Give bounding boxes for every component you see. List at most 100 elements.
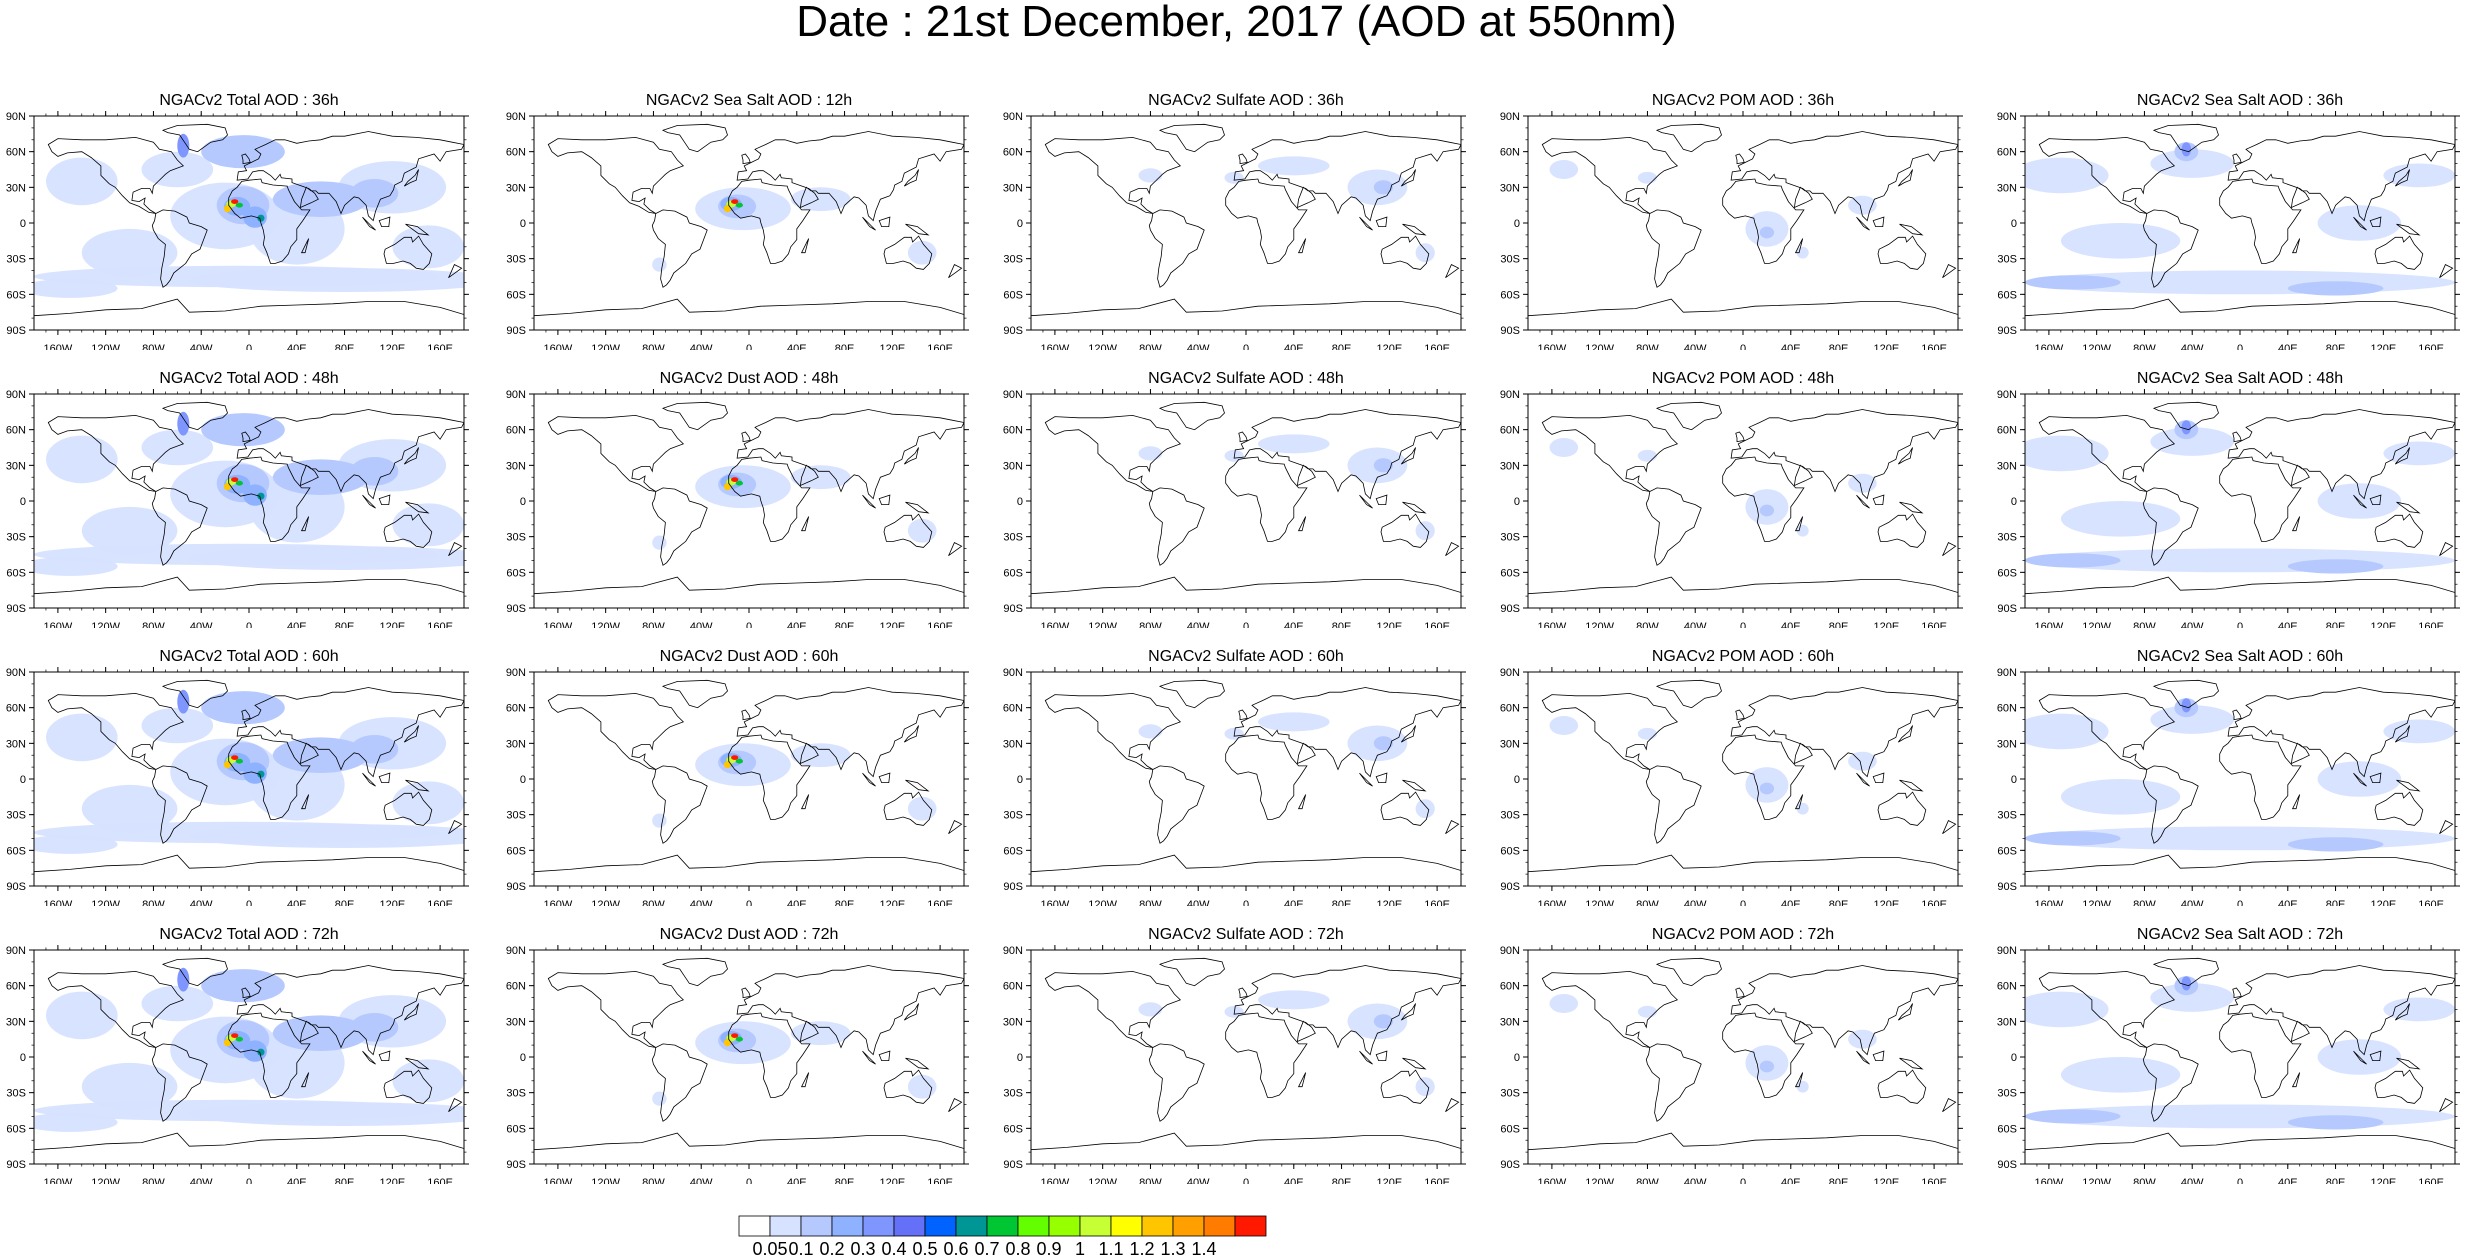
aod-plume bbox=[177, 411, 190, 436]
lat-tick-label: 60N bbox=[506, 703, 526, 715]
coastline-uk bbox=[241, 709, 251, 721]
lat-tick-label: 0 bbox=[1514, 1052, 1520, 1064]
lat-tick-label: 60N bbox=[1500, 147, 1520, 159]
lon-tick-label: 80W bbox=[1139, 1177, 1162, 1184]
coastline-greenland bbox=[1158, 401, 1225, 431]
coastline-indonesia-a bbox=[862, 494, 876, 509]
colorbar-label: 0.05 bbox=[752, 1239, 787, 1259]
world-map: 90N 60N 30N 0 30S 60S 90S 160W 120W 80W 40W 0 40E 80E… bbox=[1500, 667, 1963, 906]
figure-title: Date : 21st December, 2017 (AOD at 550nm… bbox=[796, 0, 1677, 46]
lon-tick-label: 40E bbox=[787, 1177, 807, 1184]
coastline-south-america bbox=[2142, 1043, 2199, 1122]
coastline-indonesia-b bbox=[1375, 216, 1388, 227]
lat-tick-label: 90N bbox=[1997, 111, 2017, 123]
lat-tick-label: 30S bbox=[1003, 810, 1023, 822]
coastline-indonesia-a bbox=[2353, 772, 2367, 787]
coastline-antarctica bbox=[34, 1132, 464, 1164]
lat-tick-label: 90N bbox=[506, 389, 526, 401]
aod-plume bbox=[392, 225, 464, 269]
lat-tick-label: 0 bbox=[520, 496, 526, 508]
lon-tick-label: 160E bbox=[927, 621, 953, 628]
coastline-madagascar bbox=[800, 1072, 810, 1088]
coastline-greenland bbox=[2152, 401, 2219, 431]
lat-tick-label: 30N bbox=[506, 182, 526, 194]
lon-tick-label: 40E bbox=[287, 343, 307, 350]
colorbar-swatch bbox=[738, 1215, 771, 1237]
lon-tick-label: 80W bbox=[642, 1177, 665, 1184]
lat-tick-label: 0 bbox=[1514, 496, 1520, 508]
coastline-uk bbox=[741, 709, 751, 721]
coastline-south-america bbox=[651, 487, 708, 566]
coastline-new-guinea bbox=[2396, 501, 2421, 514]
lon-tick-label: 80E bbox=[2326, 621, 2346, 628]
aod-plume bbox=[350, 1013, 399, 1042]
lon-tick-label: 80E bbox=[335, 1177, 355, 1184]
coastline-australia bbox=[1877, 513, 1927, 548]
lat-tick-label: 30N bbox=[6, 182, 26, 194]
lat-tick-label: 30S bbox=[1003, 532, 1023, 544]
coastline-australia bbox=[383, 791, 433, 826]
lon-tick-label: 120W bbox=[1585, 343, 1614, 350]
coastline-antarctica bbox=[1031, 576, 1461, 608]
coastline-eurasia bbox=[1730, 965, 1958, 1056]
coastline-new-guinea bbox=[1402, 1057, 1427, 1070]
map-panel: NGACv2 Sea Salt AOD : 60h 90N 60N 30N 0 30S 60… bbox=[1991, 648, 2461, 906]
aod-plume bbox=[223, 761, 232, 769]
lat-tick-label: 90S bbox=[1003, 881, 1023, 893]
aod-plume bbox=[731, 199, 739, 204]
aod-plume bbox=[2150, 427, 2234, 456]
lat-tick-label: 90N bbox=[1500, 945, 1520, 957]
lat-tick-label: 90N bbox=[1997, 667, 2017, 679]
lon-tick-label: 120W bbox=[591, 1177, 620, 1184]
map-panel: NGACv2 POM AOD : 36h 90N 60N 30N 0 30S 60S 90S 1… bbox=[1494, 92, 1964, 350]
coastline-eurasia bbox=[2227, 687, 2455, 778]
coastline-new-zealand bbox=[948, 542, 963, 557]
aod-plume bbox=[2060, 1057, 2181, 1093]
lon-tick-label: 80W bbox=[1139, 621, 1162, 628]
panel-title: NGACv2 Total AOD : 48h bbox=[159, 370, 339, 387]
coastline-indonesia-a bbox=[362, 216, 376, 231]
lat-tick-label: 60S bbox=[1500, 567, 1520, 579]
coastline-new-guinea bbox=[405, 501, 430, 514]
aod-plume bbox=[1373, 1014, 1393, 1029]
coastline-japan bbox=[2394, 1003, 2410, 1021]
lon-tick-label: 0 bbox=[246, 621, 252, 628]
aod-plume bbox=[34, 1112, 118, 1132]
lon-tick-label: 120W bbox=[591, 899, 620, 906]
lon-tick-label: 0 bbox=[1740, 343, 1746, 350]
coastline-north-america bbox=[1044, 970, 1182, 1048]
lon-tick-label: 120W bbox=[91, 621, 120, 628]
coastline-indonesia-a bbox=[1359, 494, 1373, 509]
aod-plume bbox=[231, 199, 239, 204]
coastline-australia bbox=[1877, 1069, 1927, 1104]
lat-tick-label: 30N bbox=[1500, 182, 1520, 194]
coastline-uk bbox=[1238, 153, 1248, 165]
aod-plume bbox=[652, 813, 667, 828]
lat-tick-label: 30S bbox=[6, 254, 26, 266]
lon-tick-label: 80E bbox=[1332, 621, 1352, 628]
lat-tick-label: 0 bbox=[520, 218, 526, 230]
aod-plume bbox=[2025, 553, 2121, 568]
coastline-indonesia-a bbox=[362, 1050, 376, 1065]
coastline-africa bbox=[728, 1012, 811, 1098]
coastline-australia bbox=[1877, 235, 1927, 270]
lon-tick-label: 0 bbox=[1243, 899, 1249, 906]
lon-tick-label: 120E bbox=[2370, 343, 2396, 350]
coastline-greenland bbox=[1655, 957, 1722, 987]
lat-tick-label: 60S bbox=[6, 289, 26, 301]
coastline-new-guinea bbox=[905, 779, 930, 792]
lon-tick-label: 160E bbox=[1424, 899, 1450, 906]
lat-tick-label: 90N bbox=[506, 945, 526, 957]
coastline-new-guinea bbox=[1899, 501, 1924, 514]
panel-title: NGACv2 Total AOD : 72h bbox=[159, 926, 339, 943]
lon-tick-label: 40E bbox=[1781, 343, 1801, 350]
aod-plume bbox=[231, 477, 239, 482]
coastline-new-zealand bbox=[948, 820, 963, 835]
coastline-south-america bbox=[1148, 209, 1205, 288]
coastline-indonesia-a bbox=[1856, 216, 1870, 231]
aod-plume bbox=[1138, 446, 1163, 461]
lat-tick-label: 0 bbox=[2011, 1052, 2017, 1064]
lon-tick-label: 40E bbox=[1781, 1177, 1801, 1184]
coastline-indonesia-b bbox=[1375, 772, 1388, 783]
coastline-madagascar bbox=[2291, 794, 2301, 810]
